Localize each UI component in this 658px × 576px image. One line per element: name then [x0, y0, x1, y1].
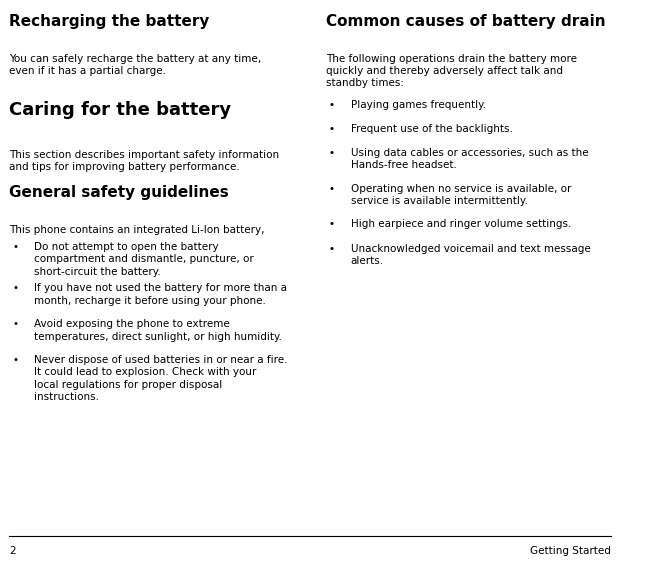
Text: •: • — [13, 283, 18, 293]
Text: Playing games frequently.: Playing games frequently. — [351, 100, 486, 109]
Text: •: • — [13, 355, 18, 365]
Text: High earpiece and ringer volume settings.: High earpiece and ringer volume settings… — [351, 219, 571, 229]
Text: This section describes important safety information
and tips for improving batte: This section describes important safety … — [9, 150, 280, 172]
Text: Using data cables or accessories, such as the
Hands-free headset.: Using data cables or accessories, such a… — [351, 148, 588, 170]
Text: •: • — [329, 100, 335, 109]
Text: The following operations drain the battery more
quickly and thereby adversely af: The following operations drain the batte… — [326, 54, 577, 88]
Text: Do not attempt to open the battery
compartment and dismantle, puncture, or
short: Do not attempt to open the battery compa… — [34, 242, 254, 276]
Text: •: • — [329, 124, 335, 134]
Text: •: • — [329, 148, 335, 158]
Text: You can safely recharge the battery at any time,
even if it has a partial charge: You can safely recharge the battery at a… — [9, 54, 261, 76]
Text: Getting Started: Getting Started — [530, 546, 611, 556]
Text: If you have not used the battery for more than a
month, recharge it before using: If you have not used the battery for mor… — [34, 283, 287, 306]
Text: •: • — [13, 242, 18, 252]
Text: Caring for the battery: Caring for the battery — [9, 101, 232, 119]
Text: Never dispose of used batteries in or near a fire.
It could lead to explosion. C: Never dispose of used batteries in or ne… — [34, 355, 288, 402]
Text: This phone contains an integrated Li-Ion battery,: This phone contains an integrated Li-Ion… — [9, 225, 265, 234]
Text: •: • — [13, 319, 18, 329]
Text: Avoid exposing the phone to extreme
temperatures, direct sunlight, or high humid: Avoid exposing the phone to extreme temp… — [34, 319, 282, 342]
Text: •: • — [329, 219, 335, 229]
Text: Unacknowledged voicemail and text message
alerts.: Unacknowledged voicemail and text messag… — [351, 244, 590, 266]
Text: Operating when no service is available, or
service is available intermittently.: Operating when no service is available, … — [351, 184, 571, 206]
Text: Frequent use of the backlights.: Frequent use of the backlights. — [351, 124, 513, 134]
Text: Common causes of battery drain: Common causes of battery drain — [326, 14, 605, 29]
Text: General safety guidelines: General safety guidelines — [9, 185, 229, 200]
Text: Recharging the battery: Recharging the battery — [9, 14, 210, 29]
Text: •: • — [329, 244, 335, 253]
Text: 2: 2 — [9, 546, 16, 556]
Text: •: • — [329, 184, 335, 194]
